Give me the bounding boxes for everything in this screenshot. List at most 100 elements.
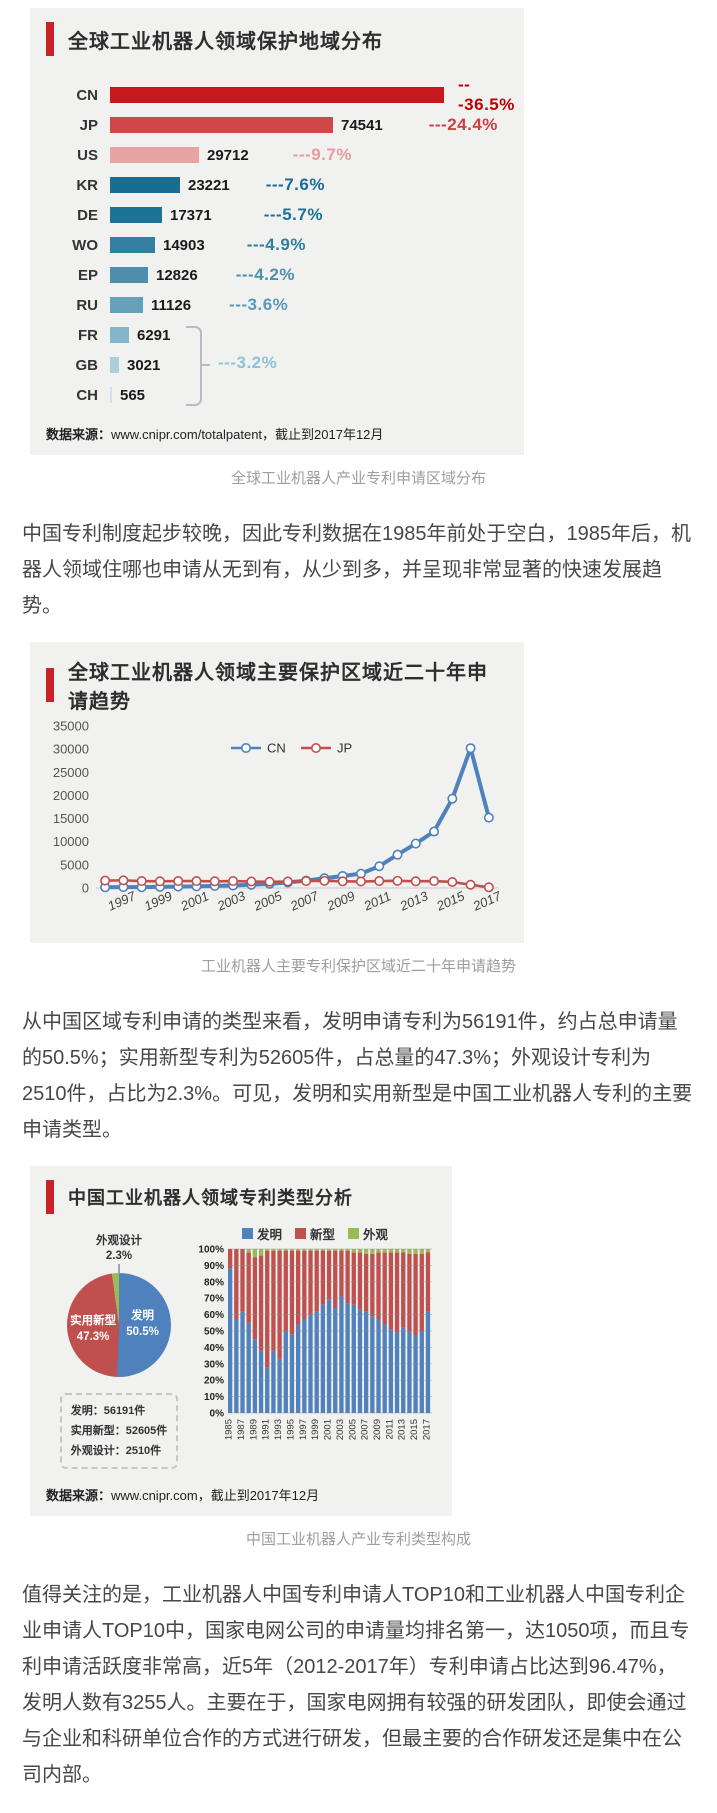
bar-kr (110, 177, 180, 193)
card3-source: 数据来源：www.cnipr.com，截止到2017年12月 (46, 1485, 436, 1504)
bar-label: CN (76, 86, 98, 104)
legend-item-外观: 外观 (348, 1224, 388, 1243)
series-jp (105, 879, 490, 889)
bar-row-fr: FR 6291 (46, 320, 508, 350)
info-line-design: 外观设计：2510件 (70, 1445, 162, 1457)
bar-pct: ---24.4% (428, 115, 498, 134)
bar-chart-rows: CN ---36.5% JP 74541 ---24.4% US 29712 ---9.7% K… (46, 75, 514, 410)
caption-region-distribution: 全球工业机器人产业专利申请区域分布 (230, 470, 486, 487)
stacked-column: 发明 新型 外观 0% 10% 20% 30% 40% 50% 60% 70% 80% 90% 100%… (192, 1222, 438, 1477)
svg-text:1995: 1995 (285, 1419, 296, 1440)
bar-cn (110, 87, 444, 103)
bar-pct: ---5.7% (263, 205, 323, 224)
svg-text:2003: 2003 (335, 1419, 346, 1440)
svg-text:2007: 2007 (360, 1419, 371, 1440)
bar-us (110, 147, 199, 163)
bar-jp (110, 117, 333, 133)
series-cn (105, 746, 491, 890)
caption-trend: 工业机器人主要专利保护区域近二十年申请趋势 (200, 958, 516, 975)
bar-row-cn: CN ---36.5% (46, 75, 514, 114)
svg-text:2001: 2001 (323, 1419, 334, 1440)
bar-fr (110, 327, 129, 343)
svg-text:20000: 20000 (53, 788, 89, 803)
legend-item-发明: 发明 (241, 1224, 282, 1243)
bar-label: US (77, 146, 98, 164)
source-text: www.cnipr.com/totalpatent，截止到2017年12月 (111, 427, 384, 442)
paragraph-3: 值得关注的是，工业机器人中国专利申请人TOP10和工业机器人中国专利企业申请人T… (22, 1584, 690, 1786)
bar-pct: ---3.6% (229, 295, 289, 314)
legend-swatch (241, 1228, 253, 1239)
bar-value: 14903 (163, 236, 205, 254)
bar-label: GB (75, 356, 99, 374)
svg-text:2007: 2007 (287, 888, 321, 914)
red-accent-bar (46, 668, 54, 702)
bar-value: 11126 (151, 296, 192, 314)
group-bracket-tick (200, 364, 210, 366)
bar-pct: ---4.9% (246, 235, 306, 254)
svg-text:35000: 35000 (53, 719, 89, 734)
paragraph-1: 中国专利制度起步较晚，因此专利数据在1985年前处于空白，1985年后，机器人领… (22, 523, 691, 617)
svg-text:0: 0 (82, 881, 89, 896)
pie-label-invention: 发明 50.5% (126, 1310, 159, 1339)
svg-text:2005: 2005 (251, 888, 285, 914)
card3-title-row: 中国工业机器人领域专利类型分析 (46, 1180, 436, 1214)
source-label: 数据来源： (46, 1488, 112, 1503)
bar-label: KR (76, 176, 98, 194)
bar-gb (110, 357, 119, 373)
card3-body: 外观设计 2.3% 发明 50.5% 实用新型 47.3% 发明：56191件 … (46, 1222, 436, 1477)
red-accent-bar (46, 22, 54, 56)
bar-value: 6291 (137, 326, 171, 344)
bar-label: EP (77, 266, 98, 284)
card1-source: 数据来源：www.cnipr.com/totalpatent，截止到2017年1… (46, 424, 508, 443)
svg-text:1987: 1987 (236, 1419, 247, 1440)
legend-swatch (348, 1228, 359, 1239)
svg-text:30%: 30% (204, 1359, 224, 1370)
svg-text:2009: 2009 (372, 1419, 383, 1440)
pie-callout: 外观设计 2.3% (96, 1234, 142, 1273)
bar-label: JP (79, 116, 98, 134)
legend-item-新型: 新型 (294, 1224, 335, 1243)
bar-row-de: DE 17371 ---5.7% (46, 200, 508, 230)
svg-text:70%: 70% (204, 1294, 224, 1305)
svg-text:50%: 50% (204, 1327, 224, 1338)
svg-text:2013: 2013 (397, 888, 431, 914)
bar-row-wo: WO 14903 ---4.9% (46, 230, 508, 260)
svg-text:60%: 60% (204, 1310, 224, 1321)
bar-row-gb: GB 3021 (46, 350, 508, 380)
group-pct-label: ---3.2% (218, 353, 278, 372)
svg-text:1985: 1985 (224, 1419, 235, 1440)
svg-text:0%: 0% (210, 1409, 225, 1420)
paragraph-2: 从中国区域专利申请的类型来看，发明申请专利为56191件，约占总申请量的50.5… (22, 1011, 693, 1141)
legend-swatch (294, 1228, 306, 1239)
bar-label: WO (72, 236, 98, 254)
bar-row-jp: JP 74541 ---24.4% (46, 110, 508, 140)
patent-count-infobox: 发明：56191件 实用新型：52605件 外观设计：2510件 (59, 1393, 179, 1469)
bar-value: 565 (120, 386, 146, 404)
source-label: 数据来源： (46, 427, 112, 442)
bar-value: 3021 (127, 356, 161, 374)
bar-pct: ---4.2% (235, 265, 295, 284)
info-line-utility: 实用新型：52605件 (70, 1425, 168, 1437)
bar-value: 17371 (170, 206, 212, 224)
bar-value: 23221 (188, 176, 230, 194)
card2-title-row: 全球工业机器人领域主要保护区域近二十年申请趋势 (46, 656, 508, 714)
svg-text:20%: 20% (204, 1376, 224, 1387)
stacked-bar-chart: 0%10%20%30%40%50%60%70%80%90%100%1985 198… (198, 1245, 432, 1441)
pie-label-utility: 实用新型 47.3% (70, 1314, 117, 1343)
svg-text:2009: 2009 (324, 888, 357, 914)
bar-de (110, 207, 162, 223)
svg-text:1999: 1999 (142, 888, 175, 913)
info-line-invention: 发明：56191件 (70, 1405, 146, 1417)
svg-text:2017: 2017 (421, 1419, 432, 1440)
svg-text:JP: JP (337, 741, 352, 756)
pie-column: 外观设计 2.3% 发明 50.5% 实用新型 47.3% 发明：56191件 … (46, 1222, 192, 1477)
svg-text:2005: 2005 (347, 1419, 358, 1440)
svg-text:10000: 10000 (53, 834, 89, 849)
global-region-bar-chart-card: 全球工业机器人领域保护地域分布 CN ---36.5% JP 74541 ---24.4… (30, 8, 524, 455)
svg-text:5000: 5000 (60, 857, 89, 872)
svg-text:10%: 10% (204, 1392, 224, 1403)
legend-label: 新型 (309, 1228, 335, 1242)
svg-text:1989: 1989 (248, 1419, 259, 1440)
svg-text:80%: 80% (204, 1277, 224, 1288)
bar-pct: ---7.6% (265, 175, 325, 194)
